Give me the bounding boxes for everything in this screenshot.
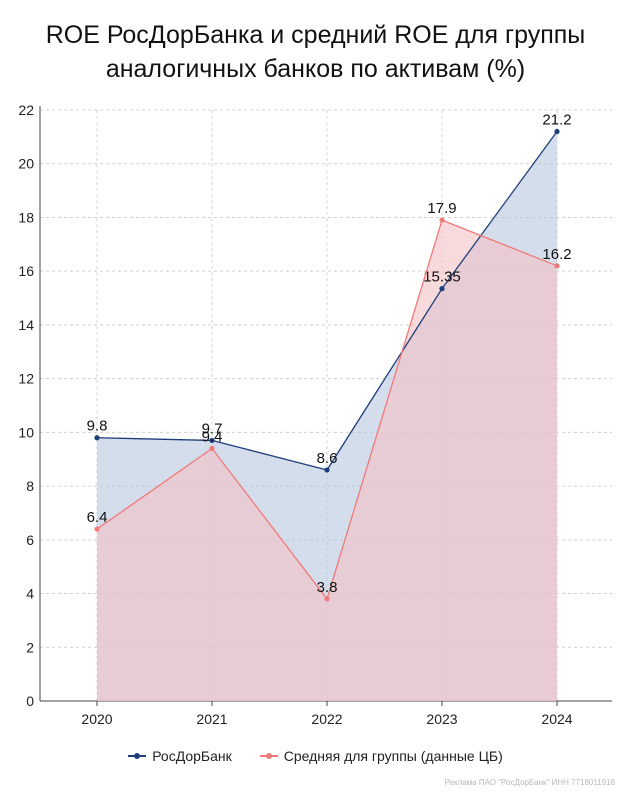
x-tick-label-2020: 2020 (81, 711, 112, 727)
series-2-label-2024: 16.2 (542, 246, 571, 263)
y-tick-label-6: 6 (26, 532, 34, 548)
y-tick-label-12: 12 (18, 371, 34, 387)
series-2-point-2020 (94, 526, 100, 532)
y-tick-label-10: 10 (18, 424, 34, 440)
y-tick-label-2: 2 (26, 639, 34, 655)
series-1-label-2024: 21.2 (542, 111, 571, 128)
x-tick-label-2021: 2021 (196, 711, 227, 727)
series-1-label-2020: 9.8 (87, 418, 108, 435)
y-tick-label-0: 0 (26, 693, 34, 709)
y-tick-label-16: 16 (18, 263, 34, 279)
y-tick-label-22: 22 (18, 102, 34, 118)
series-1-point-2023 (439, 286, 445, 292)
chart-legend: РосДорБанк Средняя для группы (данные ЦБ… (0, 748, 631, 764)
x-tick-label-2023: 2023 (426, 711, 457, 727)
series-1-label-2021: 9.7 (202, 420, 223, 437)
y-tick-label-18: 18 (18, 209, 34, 225)
series-2-point-2024 (554, 263, 560, 269)
series-area-2 (97, 220, 557, 701)
legend-swatch-series-1 (128, 751, 147, 761)
x-tick-label-2022: 2022 (311, 711, 342, 727)
series-2-label-2021: 9.4 (202, 428, 223, 445)
series-2-point-2021 (209, 445, 215, 452)
legend-label-series-2: Средняя для группы (данные ЦБ) (283, 748, 503, 764)
footer-ad-text: Реклама ПАО "РосДорБанк" ИНН 7718011918 (444, 778, 615, 787)
legend-item-series-2[interactable]: Средняя для группы (данные ЦБ) (259, 748, 503, 764)
y-tick-label-8: 8 (26, 478, 34, 494)
chart-title: ROE РосДорБанка и средний ROE для группы… (0, 18, 631, 86)
legend-label-series-1: РосДорБанк (152, 748, 232, 764)
series-2-point-2022 (324, 596, 330, 602)
chart-title-line-1: ROE РосДорБанка и средний ROE для группы (45, 21, 586, 49)
series-1-point-2022 (324, 467, 330, 473)
y-tick-label-14: 14 (18, 317, 34, 333)
series-2-label-2020: 6.4 (87, 509, 108, 526)
y-tick-label-4: 4 (26, 586, 34, 602)
series-2-point-2023 (439, 217, 445, 223)
series-1-label-2023: 15.35 (423, 269, 461, 286)
series-2-label-2023: 17.9 (427, 200, 456, 217)
series-1-point-2024 (554, 128, 560, 135)
series-1-point-2021 (209, 437, 215, 444)
series-2-label-2022: 3.8 (317, 579, 338, 596)
legend-item-series-1[interactable]: РосДорБанк (128, 748, 232, 764)
x-tick-label-2024: 2024 (541, 711, 572, 727)
series-1-point-2020 (94, 435, 100, 441)
chart-title-line-2: аналогичных банков по активам (%) (105, 55, 526, 83)
legend-swatch-series-2 (259, 751, 278, 761)
series-1-label-2022: 8.6 (317, 450, 338, 467)
y-tick-label-20: 20 (18, 156, 34, 172)
